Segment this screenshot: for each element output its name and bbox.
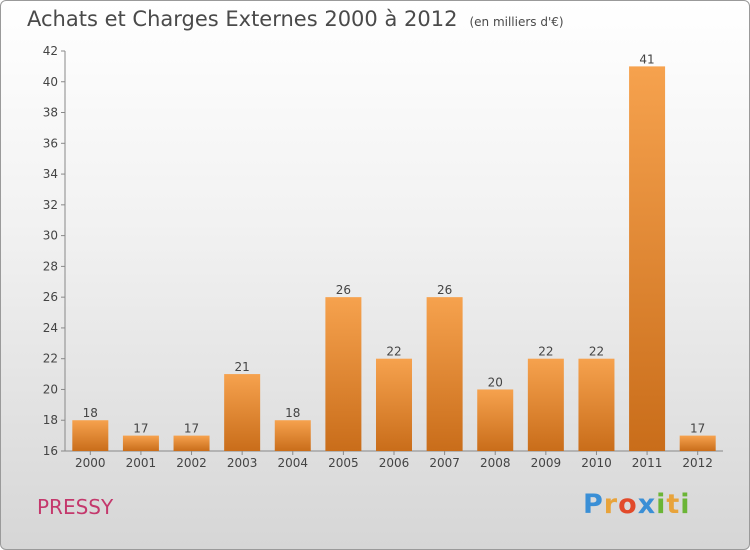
x-tick-label: 2001 <box>126 456 157 470</box>
y-tick-label: 32 <box>43 198 58 212</box>
y-tick-label: 20 <box>43 382 58 396</box>
y-tick-label: 22 <box>43 352 58 366</box>
x-tick-label: 2012 <box>682 456 713 470</box>
bar-value-label: 17 <box>184 422 199 436</box>
bar-value-label: 17 <box>133 422 148 436</box>
proxiti-logo: Proxiti <box>583 489 691 520</box>
logo-letter: t <box>666 489 681 520</box>
chart-title: Achats et Charges Externes 2000 à 2012 (e… <box>27 7 564 31</box>
bar <box>426 297 463 451</box>
bar-value-label: 22 <box>386 345 401 359</box>
bar-value-label: 22 <box>538 345 553 359</box>
bar <box>477 389 514 451</box>
bar <box>679 435 716 451</box>
bar-value-label: 26 <box>336 283 351 297</box>
bar <box>274 420 311 451</box>
x-tick-label: 2011 <box>632 456 663 470</box>
bar-value-label: 22 <box>589 345 604 359</box>
x-tick-label: 2008 <box>480 456 511 470</box>
x-tick-label: 2002 <box>176 456 207 470</box>
y-tick-label: 24 <box>43 321 58 335</box>
x-tick-label: 2007 <box>429 456 460 470</box>
x-tick-label: 2005 <box>328 456 359 470</box>
bar-value-label: 18 <box>83 406 98 420</box>
logo-letter: P <box>583 489 604 520</box>
x-tick-label: 2000 <box>75 456 106 470</box>
chart-unit: (en milliers d'€) <box>469 15 564 29</box>
bar <box>629 66 666 451</box>
bar <box>122 435 159 451</box>
y-tick-label: 28 <box>43 259 58 273</box>
bar-value-label: 18 <box>285 406 300 420</box>
chart-title-text: Achats et Charges Externes 2000 à 2012 <box>27 7 458 31</box>
bar <box>173 435 210 451</box>
y-tick-label: 34 <box>43 167 58 181</box>
y-tick-label: 18 <box>43 413 58 427</box>
x-tick-label: 2010 <box>581 456 612 470</box>
bar <box>376 358 412 451</box>
bar-value-label: 41 <box>639 52 654 66</box>
bar <box>224 374 261 451</box>
logo-letter: o <box>618 489 638 520</box>
bar-value-label: 21 <box>235 360 250 374</box>
bar <box>578 358 615 451</box>
logo-letter: i <box>680 489 691 520</box>
y-tick-label: 42 <box>43 44 58 58</box>
bar-value-label: 17 <box>690 422 705 436</box>
x-tick-label: 2003 <box>227 456 258 470</box>
logo-letter: i <box>656 489 667 520</box>
y-tick-label: 40 <box>43 75 58 89</box>
y-tick-label: 26 <box>43 290 58 304</box>
x-tick-label: 2004 <box>277 456 308 470</box>
logo-letter: x <box>637 489 657 520</box>
bar-value-label: 26 <box>437 283 452 297</box>
y-tick-label: 30 <box>43 229 58 243</box>
bar <box>72 420 109 451</box>
x-tick-label: 2006 <box>379 456 410 470</box>
bar <box>325 297 362 451</box>
town-name: PRESSY <box>37 495 114 519</box>
bar <box>527 358 564 451</box>
y-tick-label: 38 <box>43 106 58 120</box>
bar-value-label: 20 <box>488 375 503 389</box>
logo-letter: r <box>603 489 619 520</box>
x-tick-label: 2009 <box>531 456 562 470</box>
y-tick-label: 16 <box>43 444 58 458</box>
y-tick-label: 36 <box>43 136 58 150</box>
